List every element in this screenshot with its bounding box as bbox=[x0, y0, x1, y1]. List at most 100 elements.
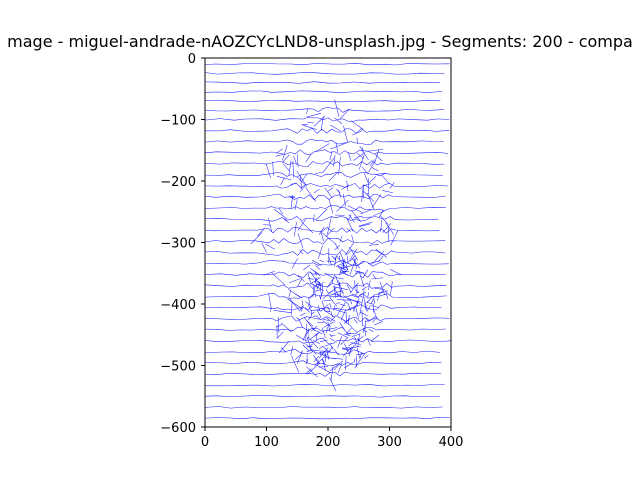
contour-segment bbox=[315, 265, 321, 270]
contour-segment bbox=[318, 366, 329, 368]
contour-line bbox=[204, 304, 442, 311]
contour-line bbox=[204, 271, 446, 278]
contour-segment bbox=[359, 276, 364, 278]
contour-segment bbox=[343, 125, 349, 143]
contour-segment bbox=[325, 289, 329, 295]
contour-segment bbox=[297, 154, 299, 168]
contour-segment bbox=[306, 366, 318, 378]
contour-segment bbox=[296, 334, 307, 342]
contour-segment bbox=[296, 350, 303, 364]
contour-segment bbox=[308, 297, 311, 307]
contour-segment bbox=[320, 230, 324, 242]
contour-segment bbox=[314, 332, 319, 337]
contour-segment bbox=[346, 284, 352, 293]
contour-segment bbox=[308, 343, 313, 348]
contour-segment bbox=[336, 142, 338, 153]
contour-segment bbox=[358, 221, 373, 227]
contour-segment bbox=[334, 256, 336, 261]
contour-segment bbox=[299, 249, 304, 255]
contour-segment bbox=[362, 183, 371, 187]
contour-line bbox=[204, 172, 443, 178]
contour-line bbox=[204, 205, 447, 212]
contour-segment bbox=[330, 337, 335, 342]
contour-segment bbox=[276, 331, 284, 339]
y-tick-label: −500 bbox=[160, 360, 196, 375]
contour-segment bbox=[355, 308, 359, 319]
contour-segment bbox=[331, 255, 336, 261]
contour-segment bbox=[347, 214, 352, 221]
contour-segment bbox=[321, 327, 326, 338]
contour-segment bbox=[372, 274, 377, 280]
contour-segment bbox=[339, 290, 344, 293]
contour-segment bbox=[390, 281, 393, 295]
contour-segment bbox=[347, 248, 358, 263]
contour-segment bbox=[354, 289, 360, 293]
contour-segment bbox=[375, 173, 386, 175]
contour-segment bbox=[324, 187, 333, 199]
contour-segment bbox=[371, 277, 384, 280]
contour-segment bbox=[333, 155, 336, 167]
contour-segment bbox=[334, 244, 341, 251]
contour-segment bbox=[363, 269, 369, 278]
contour-segment bbox=[385, 222, 395, 235]
y-tick-label: −100 bbox=[160, 114, 196, 129]
contour-segment bbox=[347, 314, 350, 325]
contour-segment bbox=[361, 166, 369, 175]
contour-segment bbox=[288, 160, 292, 176]
contour-segment bbox=[300, 221, 314, 234]
contour-segment bbox=[313, 284, 316, 298]
contour-segment bbox=[380, 215, 389, 225]
contour-segment bbox=[336, 309, 341, 316]
contour-segment bbox=[306, 320, 314, 327]
plot-area bbox=[204, 63, 451, 420]
contour-segment bbox=[375, 248, 387, 258]
contour-segment bbox=[358, 270, 365, 288]
contour-line bbox=[205, 384, 445, 387]
contour-segment bbox=[368, 329, 374, 332]
x-tick-label: 100 bbox=[254, 435, 279, 450]
contour-segment bbox=[382, 190, 394, 194]
contour-segment bbox=[339, 321, 345, 331]
contour-segment bbox=[329, 377, 337, 392]
contour-segment bbox=[282, 154, 290, 163]
contour-segment bbox=[328, 171, 338, 182]
contour-segment bbox=[299, 307, 302, 312]
contour-segment bbox=[335, 275, 340, 287]
contour-segment bbox=[349, 257, 357, 275]
contour-segment bbox=[294, 199, 298, 211]
contour-segment bbox=[282, 144, 288, 161]
contour-segment bbox=[363, 191, 375, 202]
contour-segment bbox=[369, 176, 377, 183]
contour-segment bbox=[307, 337, 319, 349]
contour-line bbox=[204, 81, 441, 84]
contour-segment bbox=[309, 332, 320, 340]
contour-line bbox=[204, 248, 446, 256]
contour-segment bbox=[349, 298, 361, 304]
contour-segment bbox=[305, 323, 308, 340]
contour-segment bbox=[289, 278, 300, 284]
contour-segment bbox=[300, 175, 303, 190]
contour-segment bbox=[348, 214, 355, 223]
contour-line bbox=[204, 116, 450, 122]
contour-segment bbox=[307, 337, 312, 351]
contour-segment bbox=[346, 332, 358, 335]
contour-segment bbox=[289, 195, 295, 198]
contour-segment bbox=[368, 160, 376, 173]
contour-segment bbox=[310, 283, 322, 290]
contour-segment bbox=[301, 173, 308, 182]
contour-segment bbox=[356, 137, 358, 144]
contour-segment bbox=[339, 303, 346, 307]
contour-segment bbox=[331, 274, 335, 284]
contour-segment bbox=[342, 346, 351, 350]
contour-segment bbox=[333, 305, 336, 311]
contour-segment bbox=[315, 143, 330, 153]
x-tick-label: 200 bbox=[316, 435, 341, 450]
contour-line bbox=[204, 293, 447, 299]
contour-segment bbox=[349, 255, 356, 262]
contour-segment bbox=[328, 187, 334, 192]
contour-segment bbox=[278, 340, 290, 353]
contour-segment bbox=[329, 151, 333, 161]
contour-segment bbox=[374, 149, 380, 163]
contour-segment bbox=[339, 235, 343, 243]
contour-segment bbox=[304, 307, 311, 313]
